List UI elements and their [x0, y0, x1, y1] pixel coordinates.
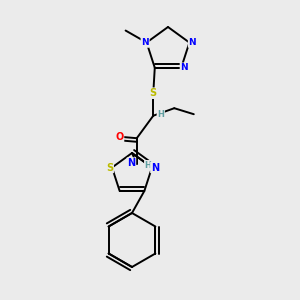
Text: N: N: [151, 163, 159, 172]
Text: N: N: [189, 38, 196, 47]
Text: S: S: [106, 163, 113, 172]
Text: H: H: [145, 161, 152, 170]
Text: O: O: [115, 132, 124, 142]
Text: N: N: [141, 38, 149, 47]
Text: N: N: [180, 63, 188, 72]
Text: S: S: [150, 88, 157, 98]
Text: H: H: [157, 110, 164, 119]
Text: N: N: [127, 158, 135, 168]
